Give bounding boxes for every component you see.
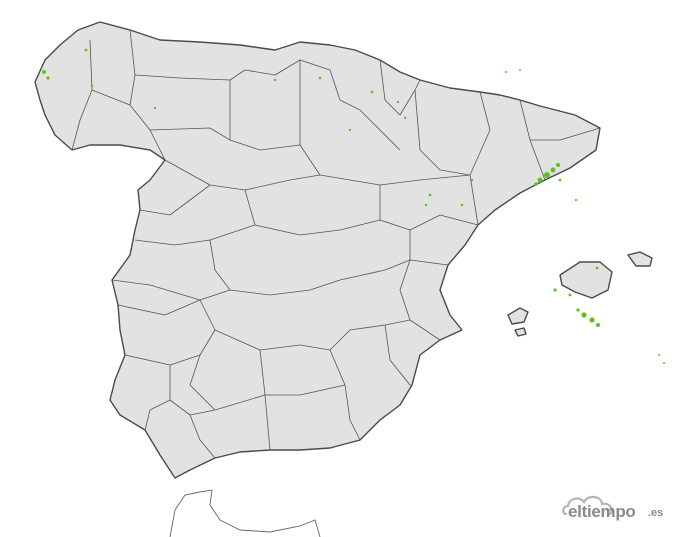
ibiza-island <box>507 307 529 325</box>
menorca-island <box>627 251 653 267</box>
mallorca-island <box>559 261 613 299</box>
province-borders <box>71 29 601 459</box>
north-africa-coast <box>169 489 321 537</box>
spain-mainland <box>34 21 601 479</box>
eltiempo-brand[interactable]: eltiempo .es <box>560 488 672 528</box>
brand-suffix: .es <box>648 507 664 519</box>
precipitation-areas <box>42 48 665 364</box>
brand-name: eltiempo <box>568 502 636 521</box>
formentera-island <box>514 327 527 337</box>
cloud-logo-icon <box>562 495 613 516</box>
